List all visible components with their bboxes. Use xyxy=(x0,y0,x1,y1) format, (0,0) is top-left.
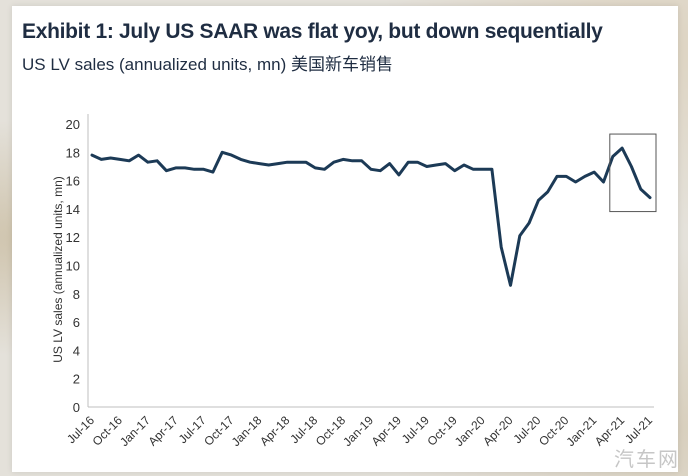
series-line xyxy=(90,146,652,287)
y-tick-label: 16 xyxy=(66,174,80,189)
x-tick-label: Jan-21 xyxy=(563,413,599,449)
x-tick-label: Jan-18 xyxy=(229,413,265,449)
exhibit-subtitle: US LV sales (annualized units, mn) 美国新车销… xyxy=(22,55,393,74)
x-tick-label: Apr-19 xyxy=(369,413,405,449)
y-axis-label: US LV sales (annualized units, mn) xyxy=(51,176,65,363)
x-tick-label: Jul-21 xyxy=(622,413,655,446)
y-tick-label: 20 xyxy=(66,117,80,132)
series-group xyxy=(90,146,652,287)
x-tick-label: Apr-20 xyxy=(480,413,516,449)
x-tick-label: Jan-20 xyxy=(452,413,488,449)
y-tick-label: 14 xyxy=(66,202,80,217)
y-tick-label: 12 xyxy=(66,230,80,245)
x-tick-label: Jan-19 xyxy=(340,413,376,449)
highlight-group xyxy=(609,133,657,213)
exhibit-card xyxy=(12,6,678,472)
y-tick-label: 8 xyxy=(73,287,80,302)
x-tick-label: Apr-17 xyxy=(145,413,181,449)
axes xyxy=(87,114,654,408)
x-tick-labels: Jul-16Oct-16Jan-17Apr-17Jul-17Oct-17Jan-… xyxy=(64,413,655,449)
x-tick-label: Apr-18 xyxy=(257,413,293,449)
highlight-box xyxy=(609,133,657,213)
x-tick-label: Jan-17 xyxy=(117,413,153,449)
y-tick-label: 0 xyxy=(73,400,80,415)
y-tick-label: 4 xyxy=(73,343,80,358)
watermark: 汽车网 xyxy=(614,449,680,471)
y-tick-label: 18 xyxy=(66,145,80,160)
y-tick-label: 10 xyxy=(66,259,80,274)
exhibit-title: Exhibit 1: July US SAAR was flat yoy, bu… xyxy=(22,20,603,43)
y-tick-labels: 0 2 4 6 8 10 12 14 16 18 20 xyxy=(66,117,80,415)
y-tick-label: 2 xyxy=(73,372,80,387)
y-tick-label: 6 xyxy=(73,315,80,330)
